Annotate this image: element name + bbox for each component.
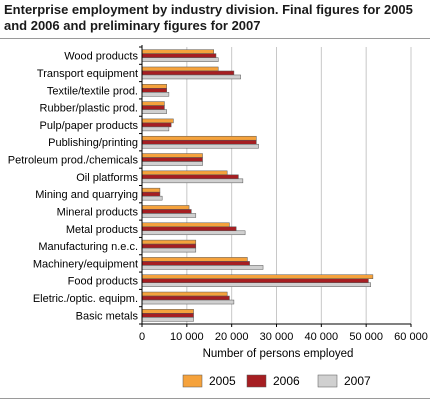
bar-2005-8 (141, 187, 161, 193)
bar-2005-15 (141, 309, 194, 314)
bar-2007-15 (141, 317, 194, 322)
category-label: Manufacturing n.e.c. (38, 241, 138, 253)
category-label: Transport equipment (37, 68, 138, 80)
category-labels: Wood products Transport equipment Textile/… (8, 51, 139, 323)
category-label: Mineral products (57, 206, 139, 218)
bar-2006-3 (141, 105, 165, 110)
x-tick-label: 20 000 (215, 331, 249, 343)
bar-2006-13 (141, 278, 369, 283)
bar-2005-2 (141, 84, 167, 89)
bar-2007-4 (141, 126, 170, 132)
bar-2006-0 (141, 53, 217, 58)
legend-label: 2006 (273, 374, 300, 388)
category-label: Rubber/plastic prod. (40, 103, 138, 115)
bar-2006-4 (141, 122, 172, 128)
bar-2007-8 (141, 195, 163, 201)
bar-2006-14 (141, 295, 230, 301)
bar-2007-2 (141, 92, 170, 97)
x-tick-label: 0 (139, 331, 145, 343)
legend-label: 2007 (344, 374, 371, 388)
bar-2007-3 (141, 109, 167, 114)
bar-2007-9 (141, 213, 197, 218)
legend-swatch-2005 (182, 374, 203, 388)
bar-2006-7 (141, 174, 239, 180)
bar-2007-14 (141, 299, 235, 305)
category-label: Publishing/printing (48, 137, 138, 149)
category-label: Food products (68, 276, 139, 288)
legend-label: 2005 (209, 374, 236, 388)
axes (139, 45, 412, 327)
bar-2006-15 (141, 313, 194, 318)
bar-2006-8 (141, 191, 161, 197)
bar-2006-1 (141, 70, 235, 76)
bar-2005-3 (141, 101, 165, 106)
bar-2007-10 (141, 230, 246, 236)
bar-2006-12 (141, 261, 250, 266)
bar-2006-5 (141, 139, 257, 145)
bar-2007-11 (141, 247, 197, 253)
legend-swatch-2007 (317, 374, 338, 388)
bar-2007-13 (141, 282, 371, 287)
bar-2006-6 (141, 157, 203, 162)
category-label: Metal products (66, 224, 139, 236)
x-tick-label: 10 000 (170, 331, 204, 343)
bar-2005-1 (141, 66, 219, 72)
x-tick-label: 60 000 (394, 331, 428, 343)
chart-title: Enterprise employment by industry divisi… (4, 2, 413, 33)
legend: 2005 2006 2007 (182, 374, 371, 388)
bar-2005-10 (141, 222, 230, 228)
bars (141, 49, 374, 322)
bar-2005-14 (141, 291, 228, 297)
legend-swatch-2006 (246, 374, 267, 388)
category-label: Wood products (64, 51, 138, 63)
category-label: Basic metals (76, 310, 139, 322)
category-label: Mining and quarrying (35, 189, 138, 201)
category-label: Oil platforms (76, 172, 138, 184)
bar-2006-11 (141, 243, 197, 249)
bar-2007-6 (141, 161, 203, 166)
x-axis-label: Number of persons employed (203, 348, 354, 360)
x-tick-label: 50 000 (349, 331, 383, 343)
x-tick-label: 40 000 (305, 331, 339, 343)
bar-2005-5 (141, 135, 257, 141)
bar-2006-2 (141, 88, 167, 93)
bar-2005-0 (141, 49, 214, 54)
category-label: Pulp/paper products (40, 120, 139, 132)
x-tick-label: 30 000 (260, 331, 294, 343)
bar-2005-13 (141, 274, 374, 279)
category-label: Petroleum prod./chemicals (8, 155, 139, 167)
bar-2007-0 (141, 57, 219, 62)
bar-2007-1 (141, 74, 241, 80)
bar-2005-4 (141, 118, 174, 124)
bar-2007-7 (141, 178, 244, 184)
x-tick-labels: 0 10 000 20 000 30 000 40 000 50 000 60 000 (139, 331, 428, 343)
bar-2005-6 (141, 153, 203, 158)
bar-2005-7 (141, 170, 228, 176)
bar-2005-12 (141, 257, 248, 262)
category-label: Textile/textile prod. (47, 85, 138, 97)
bar-2006-9 (141, 209, 192, 214)
category-label: Machinery/equipment (33, 258, 138, 270)
bar-2005-9 (141, 205, 190, 210)
bottom-divider (0, 398, 430, 399)
category-label: Eletric./optic. equipm. (33, 293, 138, 305)
bar-2007-12 (141, 265, 264, 270)
bar-2007-5 (141, 143, 259, 149)
title-divider (0, 38, 430, 39)
bar-2005-11 (141, 239, 197, 245)
bar-2006-10 (141, 226, 237, 232)
